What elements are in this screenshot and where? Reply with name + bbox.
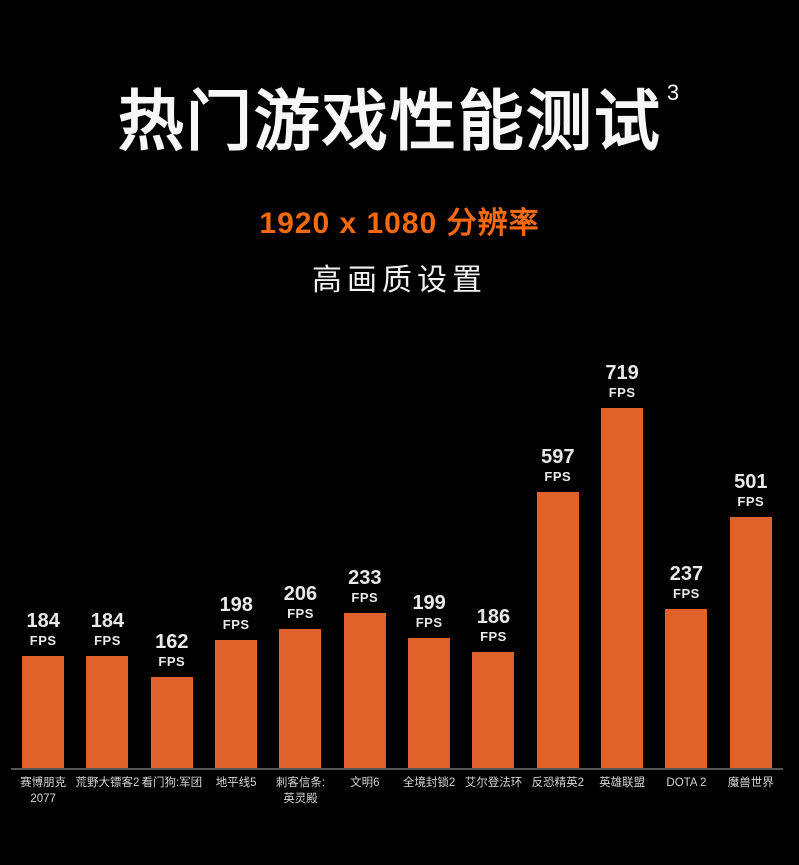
bar-value: 597 <box>541 446 575 469</box>
bar <box>536 492 579 768</box>
bar-value-unit: FPS <box>415 615 443 631</box>
subtitle-quality: 高画质设置 <box>312 263 487 297</box>
category-labels: 赛博朋克 2077 荒野大镖客2 看门狗:军团 地平线5 刺客信条: 英灵殿 文… <box>11 775 783 807</box>
bar-value: 186 <box>476 606 511 629</box>
category-label: 地平线5 <box>215 777 257 789</box>
bar-column-horizon5: 198 FPS <box>204 290 268 768</box>
game-performance-infographic: 热门游戏性能测试 3 1920 x 1080 分辨率 高画质设置 184 FPS … <box>0 0 799 805</box>
bar-column-rdr2: 184 FPS <box>75 290 139 768</box>
bar-column-cs2: 597 FPS <box>526 290 590 768</box>
bar <box>279 629 322 768</box>
chart-plot-area: 184 FPS 184 FPS 162 FPS 198 FPS 206 <box>11 290 783 770</box>
bar <box>86 656 129 768</box>
category-label: DOTA 2 <box>666 777 707 789</box>
category-label: 刺客信条: 英灵殿 <box>275 777 326 806</box>
category-label: 魔兽世界 <box>727 777 774 789</box>
title-footnote-superscript: 3 <box>666 80 682 105</box>
category-label: 英雄联盟 <box>599 777 646 789</box>
bar <box>22 656 65 768</box>
category-label: 艾尔登法环 <box>464 777 523 789</box>
bar-value-unit: FPS <box>544 469 572 485</box>
bar-value: 501 <box>734 471 768 494</box>
bar <box>472 652 515 768</box>
fps-bar-chart: 184 FPS 184 FPS 162 FPS 198 FPS 206 <box>11 290 783 807</box>
bar-column-division2: 199 FPS <box>397 290 461 768</box>
bar <box>601 408 644 768</box>
bar-column-watchdogs-legion: 162 FPS <box>140 290 204 768</box>
bar-value: 233 <box>348 567 382 590</box>
bar-value: 237 <box>669 563 704 586</box>
bar-value-unit: FPS <box>480 629 507 645</box>
bar-column-lol: 719 FPS <box>590 290 654 768</box>
bar-value-unit: FPS <box>673 586 700 602</box>
category-label: 荒野大镖客2 <box>75 777 140 789</box>
bar <box>729 517 772 768</box>
bar-column-dota2: 237 FPS <box>654 290 718 768</box>
bar-value-unit: FPS <box>737 494 765 510</box>
category-label: 文明6 <box>350 777 380 789</box>
subtitle-resolution: 1920 x 1080 分辨率 <box>259 206 540 240</box>
bar-value: 184 <box>26 610 60 633</box>
bar-value: 198 <box>219 594 253 617</box>
bar <box>150 677 193 768</box>
bar-value-unit: FPS <box>29 633 57 649</box>
bar <box>408 638 451 768</box>
bar-column-civilization6: 233 FPS <box>333 290 397 768</box>
category-label: 全境封锁2 <box>402 777 456 789</box>
bar-value-unit: FPS <box>287 606 314 622</box>
bar-value: 719 <box>605 362 639 385</box>
bar-value-unit: FPS <box>351 590 379 606</box>
bar-column-eldenring: 186 FPS <box>461 290 525 768</box>
bar-value-unit: FPS <box>158 654 186 670</box>
bar-value-unit: FPS <box>222 617 250 633</box>
page-title-text: 热门游戏性能测试 <box>117 84 662 158</box>
bar-column-ac-valhalla: 206 FPS <box>268 290 332 768</box>
bar-value-unit: FPS <box>608 385 636 401</box>
bar-value: 199 <box>412 592 446 615</box>
bar-value: 206 <box>283 583 318 606</box>
bar-column-wow: 501 FPS <box>719 290 783 768</box>
bar <box>215 640 258 768</box>
header: 热门游戏性能测试 3 1920 x 1080 分辨率 高画质设置 <box>0 0 799 299</box>
page-title: 热门游戏性能测试 3 <box>0 80 799 160</box>
bar-value-unit: FPS <box>94 633 121 649</box>
bar <box>343 613 386 768</box>
category-label: 反恐精英2 <box>531 777 584 789</box>
category-label: 赛博朋克 2077 <box>20 777 67 806</box>
bar-column-cyberpunk2077: 184 FPS <box>11 290 75 768</box>
category-label: 看门狗:军团 <box>141 777 203 789</box>
bar <box>665 609 708 768</box>
bar-value: 162 <box>155 631 189 654</box>
bar-value: 184 <box>90 610 125 633</box>
